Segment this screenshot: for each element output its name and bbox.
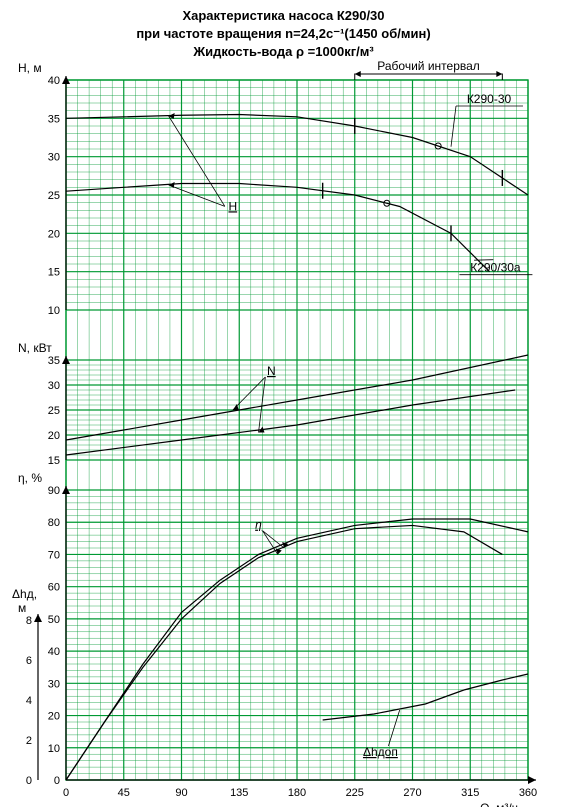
- svg-text:30: 30: [48, 678, 60, 690]
- svg-text:0: 0: [63, 787, 69, 799]
- svg-text:80: 80: [48, 517, 60, 529]
- svg-text:10: 10: [48, 743, 60, 755]
- svg-text:0: 0: [26, 775, 32, 787]
- svg-text:м: м: [18, 601, 26, 615]
- svg-text:270: 270: [403, 787, 421, 799]
- svg-text:H, м: H, м: [18, 61, 42, 75]
- svg-text:0: 0: [54, 775, 60, 787]
- svg-text:при частоте вращения n=24,2c⁻¹: при частоте вращения n=24,2c⁻¹(1450 об/м…: [136, 26, 430, 41]
- svg-text:30: 30: [48, 380, 60, 392]
- svg-text:N, кВт: N, кВт: [18, 341, 52, 355]
- svg-text:Характеристика насоса К290/30: Характеристика насоса К290/30: [182, 8, 384, 23]
- svg-text:70: 70: [48, 549, 60, 561]
- svg-text:180: 180: [288, 787, 306, 799]
- svg-text:20: 20: [48, 430, 60, 442]
- svg-text:H: H: [228, 199, 237, 213]
- svg-text:Рабочий интервал: Рабочий интервал: [377, 59, 480, 73]
- svg-text:225: 225: [346, 787, 364, 799]
- svg-text:315: 315: [461, 787, 479, 799]
- svg-text:20: 20: [48, 228, 60, 240]
- svg-text:15: 15: [48, 267, 60, 279]
- svg-text:η, %: η, %: [18, 471, 42, 485]
- svg-text:2: 2: [26, 735, 32, 747]
- svg-text:40: 40: [48, 75, 60, 87]
- svg-text:Δhд,: Δhд,: [12, 587, 37, 601]
- svg-text:35: 35: [48, 355, 60, 367]
- svg-text:135: 135: [230, 787, 248, 799]
- svg-text:Q, м³/ч: Q, м³/ч: [480, 801, 518, 807]
- svg-text:Δhдоп: Δhдоп: [363, 745, 398, 759]
- svg-text:К290/30а: К290/30а: [470, 261, 521, 275]
- svg-text:К290-30: К290-30: [467, 92, 512, 106]
- svg-text:25: 25: [48, 405, 60, 417]
- svg-text:N: N: [267, 364, 276, 378]
- svg-text:40: 40: [48, 646, 60, 658]
- svg-text:60: 60: [48, 582, 60, 594]
- svg-text:45: 45: [118, 787, 130, 799]
- svg-text:6: 6: [26, 655, 32, 667]
- svg-text:360: 360: [519, 787, 537, 799]
- svg-text:15: 15: [48, 455, 60, 467]
- svg-text:90: 90: [175, 787, 187, 799]
- svg-text:4: 4: [26, 695, 32, 707]
- svg-text:8: 8: [26, 615, 32, 627]
- svg-text:35: 35: [48, 113, 60, 125]
- svg-text:50: 50: [48, 614, 60, 626]
- svg-text:90: 90: [48, 485, 60, 497]
- svg-text:10: 10: [48, 305, 60, 317]
- svg-text:25: 25: [48, 190, 60, 202]
- svg-text:Жидкость-вода ρ =1000кг/м³: Жидкость-вода ρ =1000кг/м³: [192, 44, 374, 59]
- svg-text:20: 20: [48, 711, 60, 723]
- svg-text:η: η: [255, 518, 262, 532]
- svg-text:30: 30: [48, 152, 60, 164]
